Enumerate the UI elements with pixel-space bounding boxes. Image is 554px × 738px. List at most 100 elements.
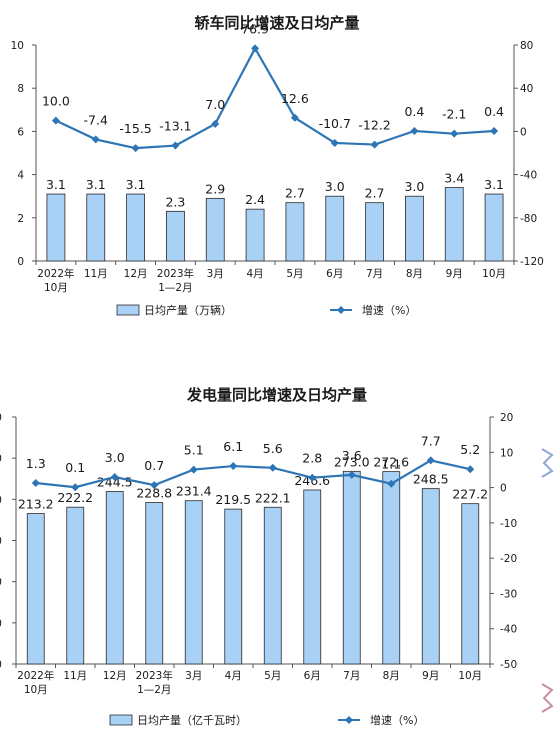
left-axis-tick-label: 6 — [17, 126, 24, 138]
category-label: 5月 — [286, 268, 303, 280]
growth-marker — [211, 119, 220, 128]
bar — [126, 193, 145, 262]
category-label: 10月 — [458, 670, 482, 682]
bar-value-label: 2.4 — [245, 192, 265, 207]
growth-marker — [91, 135, 100, 144]
bar — [484, 193, 504, 262]
growth-marker — [387, 479, 396, 488]
left-axis-tick-label: 4 — [17, 170, 24, 182]
left-axis-tick-label: 00 — [0, 659, 2, 671]
category-label: 3月 — [207, 268, 224, 280]
left-axis-tick-label: 50 — [0, 453, 2, 465]
right-axis-tick-label: 10 — [500, 447, 513, 459]
right-axis-tick-label: 20 — [500, 412, 513, 424]
bar — [205, 197, 225, 262]
chart-title: 轿车同比增速及日均产量 — [194, 14, 359, 32]
right-axis-tick-label: -10 — [500, 518, 517, 530]
bar — [303, 489, 322, 665]
growth-marker — [308, 473, 317, 482]
category-label: 3月 — [185, 670, 202, 682]
right-axis-tick-label: 80 — [520, 40, 533, 52]
growth-line — [35, 459, 471, 489]
category-label: 4月 — [246, 268, 263, 280]
right-axis-tick-label: -30 — [500, 588, 517, 600]
legend-line-marker — [345, 716, 353, 724]
growth-marker — [330, 138, 339, 147]
growth-marker — [110, 472, 119, 481]
power-output-chart: 发电量同比增速及日均产量 00 50 00 50 00 50 00 -50 -40 -30 -20 -1… — [0, 386, 517, 727]
category-label: 11月 — [63, 670, 87, 682]
bar-value-label: 3.0 — [325, 179, 345, 194]
growth-marker — [71, 483, 80, 492]
category-label: 6月 — [326, 268, 343, 280]
growth-value-label: -10.7 — [319, 116, 351, 131]
bar-value-label: 228.8 — [136, 486, 172, 501]
category-label: 6月 — [304, 670, 321, 682]
watermark-logo-bottom — [540, 680, 554, 714]
bar-value-label: 2.7 — [365, 186, 385, 201]
left-axis-tick-label: 50 — [0, 536, 2, 548]
growth-value-label: 76.9 — [241, 21, 269, 36]
right-axis-tick-label: 40 — [520, 83, 533, 95]
right-axis-tick-label: -80 — [520, 213, 537, 225]
growth-value-label: 5.6 — [263, 441, 283, 456]
legend-bar-label: 日均产量（亿千瓦时） — [137, 713, 247, 727]
growth-marker — [410, 126, 419, 135]
growth-marker — [466, 465, 475, 474]
growth-value-label: 7.0 — [205, 97, 225, 112]
right-axis-tick-label: -50 — [500, 659, 517, 671]
growth-marker — [171, 141, 180, 150]
legend-line-marker — [337, 306, 345, 314]
bar — [184, 500, 203, 665]
legend-bar-label: 日均产量（万辆） — [144, 303, 232, 317]
bar-value-label: 3.1 — [484, 177, 504, 192]
growth-value-label: 6.1 — [223, 439, 243, 454]
bar — [263, 506, 282, 665]
growth-line — [55, 46, 495, 150]
growth-value-label: 12.6 — [281, 91, 309, 106]
growth-value-label: 3.6 — [342, 448, 362, 463]
left-axis-tick-label: 00 — [0, 577, 2, 589]
right-axis-tick-label: -40 — [520, 170, 537, 182]
bar — [105, 491, 124, 665]
left-axis-tick-label: 8 — [17, 83, 24, 95]
bar-value-label: 3.1 — [86, 177, 106, 192]
category-label: 7月 — [343, 670, 360, 682]
left-axis-tick-label: 50 — [0, 618, 2, 630]
bar-value-label: 273.0 — [334, 454, 370, 469]
growth-marker — [347, 470, 356, 479]
growth-value-label: 0.4 — [484, 104, 504, 119]
growth-marker — [189, 465, 198, 474]
growth-value-label: -12.2 — [358, 118, 390, 133]
category-label: 9月 — [422, 670, 439, 682]
bar — [86, 193, 106, 262]
legend-line-label: 增速（%） — [370, 713, 424, 727]
bar-value-label: 231.4 — [176, 484, 212, 499]
right-axis-tick-label: 0 — [500, 483, 507, 495]
category-label: 2022年 10月 — [37, 267, 74, 294]
bar — [342, 470, 361, 665]
bar-value-label: 248.5 — [413, 472, 449, 487]
bar — [405, 195, 424, 262]
growth-value-label: 0.4 — [404, 104, 424, 119]
legend-line-label: 增速（%） — [362, 303, 416, 317]
growth-value-label: 3.0 — [105, 450, 125, 465]
growth-marker — [150, 481, 159, 490]
bar — [166, 210, 185, 262]
growth-value-label: 0.1 — [65, 460, 85, 475]
growth-value-label: -13.1 — [159, 119, 191, 134]
bar-value-label: 227.2 — [452, 487, 488, 502]
bar-value-label: 222.2 — [57, 490, 93, 505]
bar — [46, 193, 66, 262]
category-label: 10月 — [482, 268, 506, 280]
chart-title: 发电量同比增速及日均产量 — [186, 386, 367, 404]
growth-value-label: -7.4 — [84, 112, 108, 127]
bar — [224, 508, 243, 665]
growth-value-label: 5.1 — [184, 443, 204, 458]
growth-marker — [131, 144, 140, 153]
category-label: 12月 — [103, 670, 127, 682]
bar-value-label: 2.7 — [285, 186, 305, 201]
growth-value-label: 0.7 — [144, 458, 164, 473]
watermark-logo-top — [540, 445, 554, 479]
growth-marker — [426, 456, 435, 465]
